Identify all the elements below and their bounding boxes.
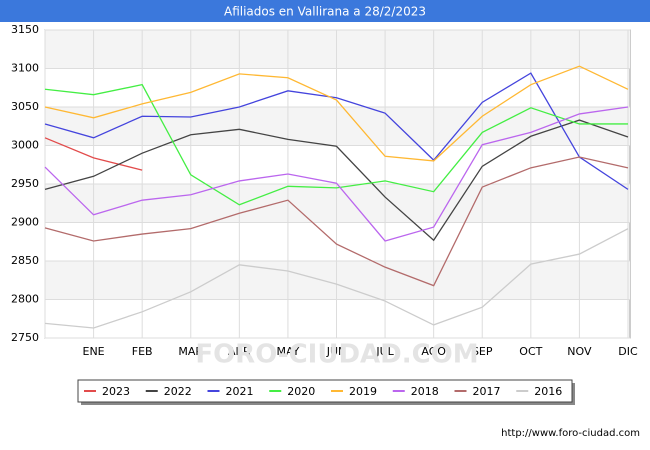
y-tick-label: 2900 <box>11 216 39 229</box>
series-line <box>44 83 628 206</box>
y-tick-label: 3150 <box>11 23 39 36</box>
x-tick-label: MAR <box>178 345 203 358</box>
y-tick-label: 2750 <box>11 331 39 344</box>
series-line <box>44 72 629 190</box>
series-line <box>44 156 629 287</box>
series-line <box>44 137 143 171</box>
series-line <box>44 119 629 242</box>
x-tick-label: JUN <box>326 345 347 358</box>
x-tick-label: DIC <box>618 345 638 358</box>
y-tick-label: 3100 <box>11 62 39 75</box>
title-bar <box>0 0 650 22</box>
legend-label: 2023 <box>102 385 130 398</box>
series-line <box>44 65 629 162</box>
grid-band <box>45 30 630 69</box>
watermark: FORO-CIUDAD.COM <box>195 340 478 370</box>
y-tick-label: 2850 <box>11 254 39 267</box>
x-tick-label: OCT <box>519 345 542 358</box>
legend-label: 2017 <box>473 385 501 398</box>
series-line <box>44 228 629 329</box>
footer: http://www.foro-ciudad.com <box>501 428 640 439</box>
y-tick-label: 3050 <box>11 100 39 113</box>
grid-band <box>45 107 630 146</box>
legend <box>77 379 573 403</box>
y-tick-label: 2950 <box>11 177 39 190</box>
x-tick-label: JUL <box>375 345 394 358</box>
x-tick-label: ABR <box>228 345 251 358</box>
legend-label: 2016 <box>534 385 562 398</box>
x-tick-label: MAY <box>276 345 299 358</box>
x-tick-label: SEP <box>472 345 493 358</box>
legend-label: 2022 <box>164 385 192 398</box>
x-tick-label: FEB <box>132 345 153 358</box>
x-tick-label: ENE <box>83 345 105 358</box>
legend-label: 2020 <box>287 385 315 398</box>
chart-title: Afiliados en Vallirana a 28/2/2023 <box>224 5 426 19</box>
legend-label: 2018 <box>411 385 439 398</box>
x-tick-label: NOV <box>567 345 592 358</box>
x-tick-label: AGO <box>421 345 446 358</box>
y-tick-label: 2800 <box>11 293 39 306</box>
legend-label: 2021 <box>226 385 254 398</box>
series-line <box>44 106 629 242</box>
y-tick-label: 3000 <box>11 139 39 152</box>
grid-band <box>45 261 630 300</box>
legend-label: 2019 <box>349 385 377 398</box>
